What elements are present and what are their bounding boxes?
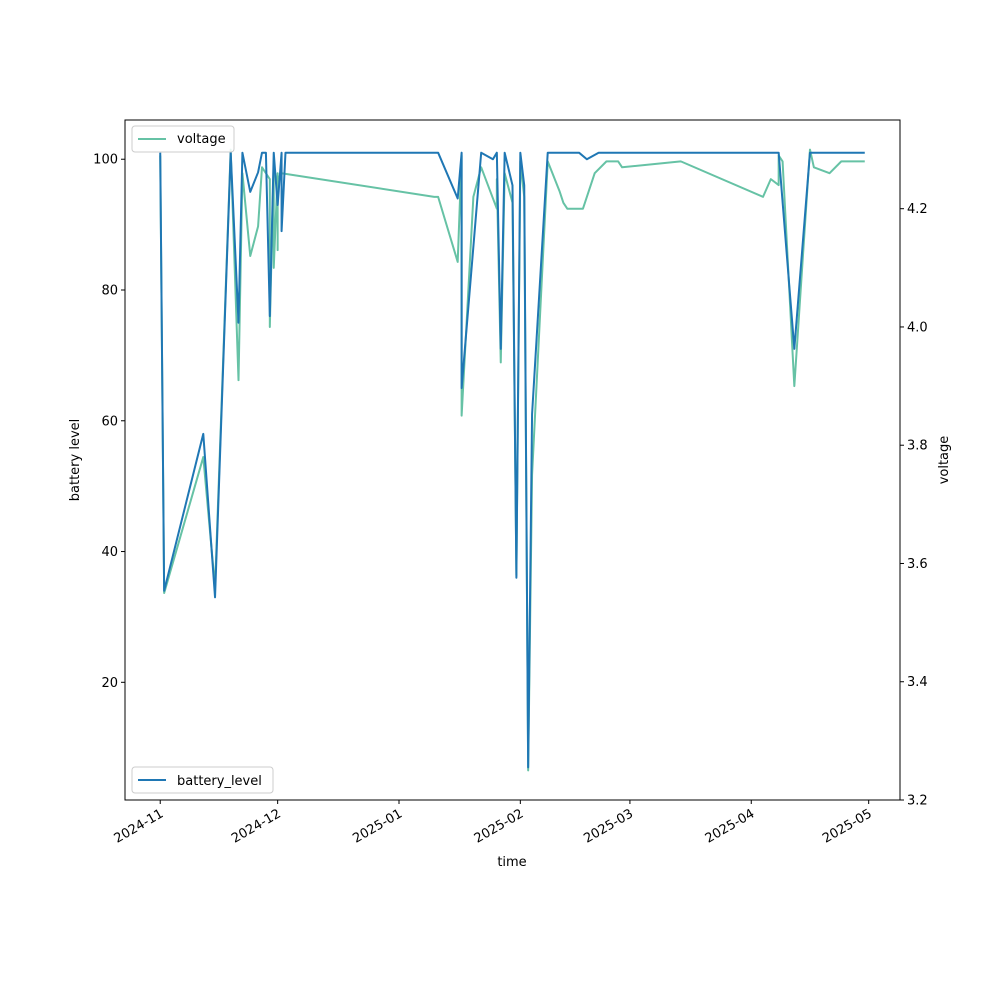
- x-axis: 2024-11 2024-12 2025-01 2025-02 2025-03 2025-…: [112, 800, 875, 847]
- x-tick-label: 2025-05: [820, 806, 875, 846]
- plot-frame: [124, 119, 901, 801]
- series-line-battery-level: [159, 151, 865, 769]
- x-tick-label: 2025-03: [581, 806, 636, 846]
- right-y-tick-label: 3.6: [907, 557, 928, 572]
- right-y-tick-label: 3.4: [907, 675, 928, 690]
- legend-voltage-box: [131, 125, 235, 153]
- legend-voltage-label: voltage: [177, 132, 226, 147]
- left-y-tick-label: 100: [93, 153, 118, 168]
- x-tick-label: 2025-01: [350, 806, 405, 846]
- left-y-tick-label: 20: [101, 676, 118, 691]
- series-layer: [159, 148, 865, 772]
- legend-voltage: voltage: [131, 125, 235, 153]
- legend-battery-level: battery_level: [131, 766, 274, 794]
- x-tick-label: 2024-12: [229, 806, 284, 846]
- legend-battery-level-box: [131, 766, 274, 794]
- right-y-axis-label: voltage: [937, 436, 952, 485]
- left-y-axis-label: battery level: [68, 419, 83, 502]
- left-y-tick-label: 80: [101, 284, 118, 299]
- x-tick-label: 2024-11: [112, 806, 167, 846]
- x-tick-label: 2025-02: [472, 806, 527, 846]
- left-y-tick-label: 60: [101, 414, 118, 429]
- left-y-tick-label: 40: [101, 545, 118, 560]
- x-axis-label: time: [497, 855, 526, 870]
- legend-battery-level-label: battery_level: [177, 774, 262, 789]
- x-tick-label: 2025-04: [703, 806, 758, 846]
- right-y-tick-label: 4.0: [907, 320, 928, 335]
- left-y-axis: 20 40 60 80 100: [93, 153, 125, 691]
- right-y-tick-label: 3.8: [907, 439, 928, 454]
- right-y-tick-label: 4.2: [907, 202, 928, 217]
- right-y-tick-label: 3.2: [907, 794, 928, 809]
- right-y-axis: 3.2 3.4 3.6 3.8 4.0 4.2: [900, 202, 928, 809]
